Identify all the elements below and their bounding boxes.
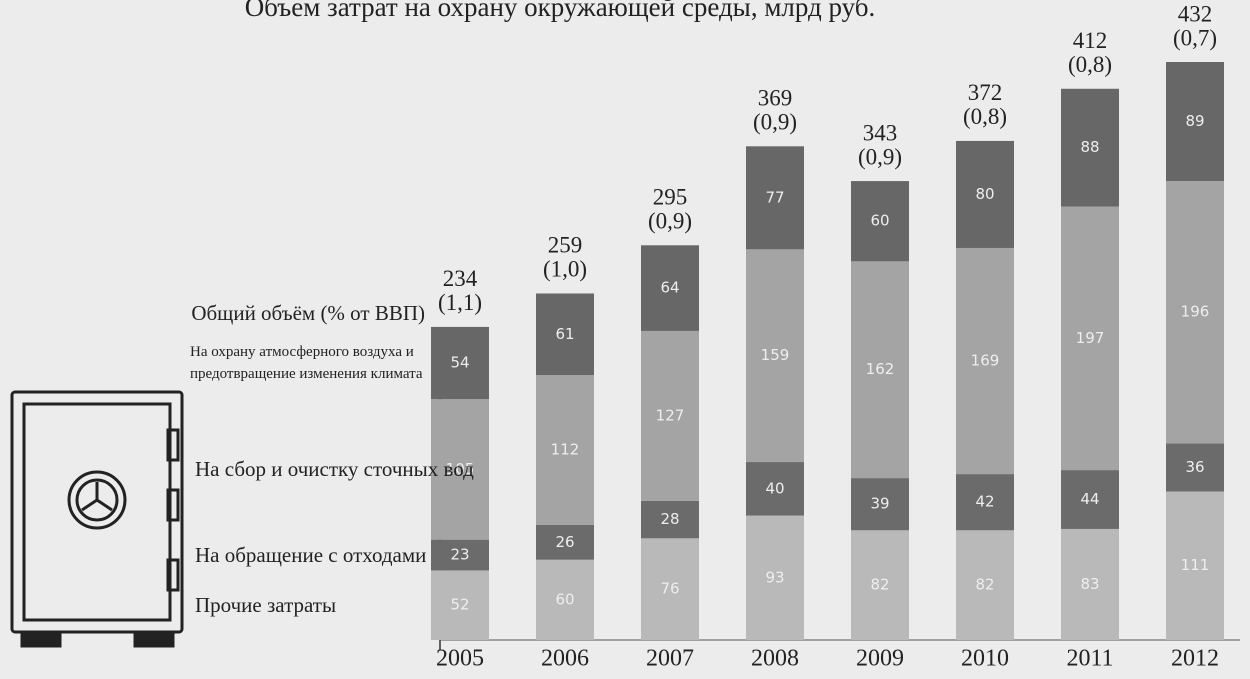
- x-tick-label: 2009: [856, 646, 904, 672]
- legend-label: На сбор и очистку сточных вод: [195, 457, 474, 481]
- legend-label: На охрану атмосферного воздуха и предотв…: [190, 341, 430, 385]
- share-label: (0,9): [753, 110, 797, 135]
- share-label: (1,1): [438, 290, 482, 315]
- value-label: 42: [975, 493, 994, 511]
- total-label: 372: [968, 80, 1003, 105]
- value-label: 89: [1185, 112, 1204, 130]
- value-label: 197: [1076, 329, 1105, 347]
- value-label: 44: [1080, 490, 1099, 508]
- value-label: 83: [1080, 575, 1099, 593]
- total-label: 343: [863, 120, 898, 145]
- value-label: 28: [660, 510, 679, 528]
- value-label: 76: [660, 580, 679, 598]
- share-label: (0,8): [1068, 52, 1112, 77]
- value-label: 52: [450, 596, 469, 614]
- value-label: 61: [555, 325, 574, 343]
- value-label: 80: [975, 185, 994, 203]
- x-tick-label: 2010: [961, 646, 1009, 672]
- total-label: 234: [443, 266, 478, 291]
- value-label: 88: [1080, 138, 1099, 156]
- value-label: 64: [660, 279, 679, 297]
- chart-title: Объем затрат на охрану окружающей среды,…: [245, 0, 876, 22]
- share-label: (0,9): [648, 209, 692, 234]
- value-label: 23: [450, 546, 469, 564]
- value-label: 77: [765, 188, 784, 206]
- x-tick-label: 2007: [646, 646, 694, 672]
- value-label: 196: [1181, 303, 1210, 321]
- value-label: 162: [866, 360, 895, 378]
- value-label: 39: [870, 495, 889, 513]
- x-tick-label: 2005: [436, 646, 484, 672]
- x-tick-label: 2012: [1171, 646, 1219, 672]
- value-label: 82: [870, 576, 889, 594]
- value-label: 54: [450, 354, 469, 372]
- total-label: 369: [758, 86, 793, 111]
- total-legend-label: Общий объём (% от ВВП): [191, 301, 425, 325]
- value-label: 112: [551, 441, 580, 459]
- x-tick-label: 2008: [751, 646, 799, 672]
- chart: Объем затрат на охрану окружающей среды,…: [0, 0, 1250, 679]
- value-label: 40: [765, 479, 784, 497]
- legend-label: Прочие затраты: [195, 593, 336, 617]
- share-label: (0,7): [1173, 25, 1217, 50]
- value-label: 36: [1185, 458, 1204, 476]
- total-label: 295: [653, 185, 688, 210]
- value-label: 159: [761, 346, 790, 364]
- page: Объем затрат на охрану окружающей среды,…: [0, 0, 1250, 679]
- legend-label: На обращение с отходами: [195, 543, 426, 567]
- value-label: 93: [765, 568, 784, 586]
- value-label: 26: [555, 533, 574, 551]
- share-label: (1,0): [543, 257, 587, 282]
- value-label: 169: [971, 352, 1000, 370]
- value-label: 60: [555, 590, 574, 608]
- share-label: (0,8): [963, 104, 1007, 129]
- x-tick-label: 2006: [541, 646, 589, 672]
- total-label: 412: [1073, 28, 1108, 53]
- value-label: 127: [656, 406, 685, 424]
- total-label: 259: [548, 233, 583, 258]
- total-label: 432: [1178, 1, 1213, 26]
- x-tick-label: 2011: [1066, 646, 1113, 672]
- value-label: 111: [1181, 556, 1210, 574]
- value-label: 82: [975, 576, 994, 594]
- share-label: (0,9): [858, 144, 902, 169]
- value-label: 60: [870, 212, 889, 230]
- safe-icon: [12, 392, 182, 646]
